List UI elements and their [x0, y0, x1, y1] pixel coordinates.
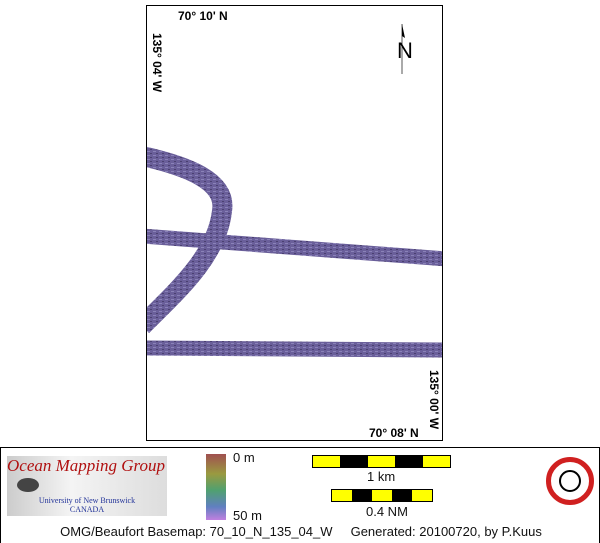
depth-max-label: 50 m — [233, 508, 262, 523]
left-longitude-label: 135° 04' W — [150, 33, 164, 93]
omg-logo: Ocean Mapping Group University of New Br… — [7, 456, 167, 516]
footer-basemap: OMG/Beaufort Basemap: 70_10_N_135_04_W — [60, 524, 333, 539]
right-longitude-label: 135° 00' W — [427, 370, 441, 430]
scale-bar-nm — [331, 489, 433, 502]
bathymetry-swaths — [147, 24, 442, 358]
footer: OMG/Beaufort Basemap: 70_10_N_135_04_W G… — [1, 524, 600, 539]
footer-generated: Generated: 20100720, by P.Kuus — [350, 524, 542, 539]
org-name: Ocean Mapping Group — [7, 456, 166, 475]
swath-diagonal — [147, 228, 442, 267]
swath-horizontal — [147, 340, 442, 358]
scale-bar-km — [312, 455, 451, 468]
map-frame: N 70° 10' N 135° 04' W 135° 00' W 70° 08… — [146, 5, 443, 441]
scale-km-label: 1 km — [367, 469, 396, 484]
north-arrow-icon — [401, 24, 405, 74]
swath-curve — [147, 146, 233, 334]
legend-panel: Ocean Mapping Group University of New Br… — [0, 447, 600, 543]
top-latitude-label: 70° 10' N — [178, 9, 228, 23]
north-label: N — [397, 38, 413, 63]
bottom-latitude-label: 70° 08' N — [369, 426, 419, 440]
country: CANADA — [69, 505, 105, 514]
unb-geodesy-seal — [546, 457, 594, 505]
depth-colorbar — [206, 454, 226, 520]
university: University of New Brunswick — [38, 496, 136, 505]
logo-image — [17, 478, 39, 492]
scale-nm-label: 0.4 NM — [366, 504, 408, 519]
depth-min-label: 0 m — [233, 450, 255, 465]
